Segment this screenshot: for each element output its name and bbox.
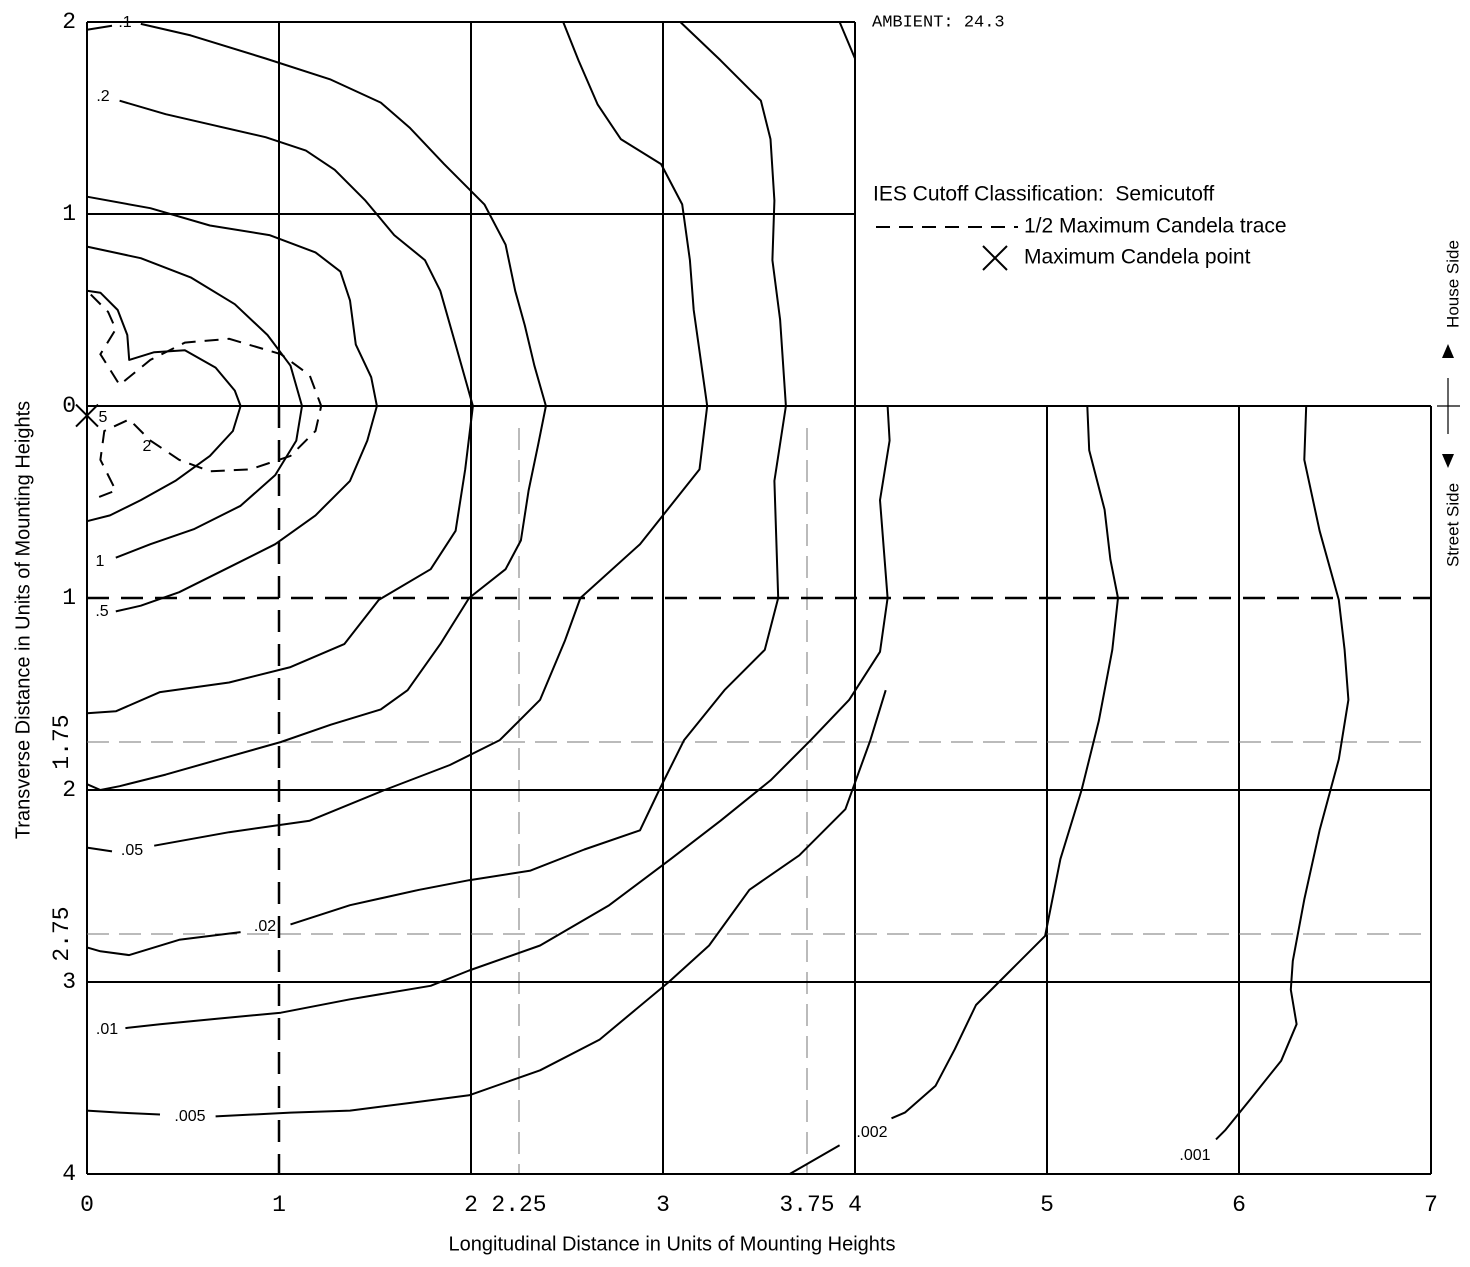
contour-line xyxy=(86,689,887,1118)
contour-label: .02 xyxy=(254,918,276,935)
contour-line xyxy=(86,99,474,715)
street-arrow xyxy=(1442,454,1454,468)
contour-line xyxy=(86,21,787,957)
contour-label: 1 xyxy=(96,553,105,570)
house-arrow xyxy=(1442,344,1454,358)
x-tick-label: 2 xyxy=(464,1192,478,1218)
y-tick-label: 2 xyxy=(62,9,76,35)
contour-label: .1 xyxy=(118,14,131,31)
contour-label: .005 xyxy=(174,1108,205,1125)
x-tick-label: 7 xyxy=(1424,1192,1438,1218)
max-point-label: 5 xyxy=(99,409,108,426)
contour-line xyxy=(125,21,891,1030)
y-tick-label: 2 xyxy=(62,777,76,803)
legend-x-marker xyxy=(982,245,1008,271)
y-tick-label: 0 xyxy=(62,393,76,419)
contour-label: .002 xyxy=(856,1124,887,1141)
max-candela-point xyxy=(75,403,99,428)
contour-line xyxy=(789,405,1119,1175)
y-tick-label: 2.75 xyxy=(49,906,75,961)
contour-line xyxy=(86,21,709,853)
x-tick-label: 6 xyxy=(1232,1192,1246,1218)
x-axis-title: Longitudinal Distance in Units of Mounti… xyxy=(449,1233,896,1255)
y-tick-label: 1 xyxy=(62,201,76,227)
y-tick-label: 1.75 xyxy=(49,714,75,769)
x-tick-label: 3.75 xyxy=(779,1192,834,1218)
contour-line xyxy=(86,195,378,613)
house-side-label: House Side xyxy=(1443,240,1462,328)
street-side-label: Street Side xyxy=(1443,483,1462,567)
contour-label: .01 xyxy=(96,1021,118,1038)
contour-label: .2 xyxy=(96,88,109,105)
x-tick-label: 4 xyxy=(848,1192,862,1218)
contour-line xyxy=(86,22,547,791)
x-tick-label: 2.25 xyxy=(491,1192,546,1218)
legend-label: Maximum Candela point xyxy=(1024,246,1251,269)
contour-label: .001 xyxy=(1179,1147,1210,1164)
y-tick-label: 4 xyxy=(62,1161,76,1187)
legend-label: 1/2 Maximum Candela trace xyxy=(1024,215,1287,238)
cutoff-classification: IES Cutoff Classification: Semicutoff xyxy=(873,183,1214,206)
x-tick-label: 5 xyxy=(1040,1192,1054,1218)
contour-label: 2 xyxy=(143,438,152,455)
y-axis-title: Transverse Distance in Units of Mounting… xyxy=(12,401,34,839)
contour-label: .05 xyxy=(121,842,143,859)
contour-label: .5 xyxy=(95,603,108,620)
contour-line xyxy=(86,289,242,523)
y-tick-label: 3 xyxy=(62,969,76,995)
y-tick-label: 1 xyxy=(62,585,76,611)
x-tick-label: 0 xyxy=(80,1192,94,1218)
x-tick-label: 1 xyxy=(272,1192,286,1218)
x-tick-label: 3 xyxy=(656,1192,670,1218)
half-max-trace xyxy=(90,293,323,502)
contour-line xyxy=(1215,405,1350,1141)
contour-line xyxy=(86,245,303,559)
ambient-label: AMBIENT: 24.3 xyxy=(872,13,1005,32)
